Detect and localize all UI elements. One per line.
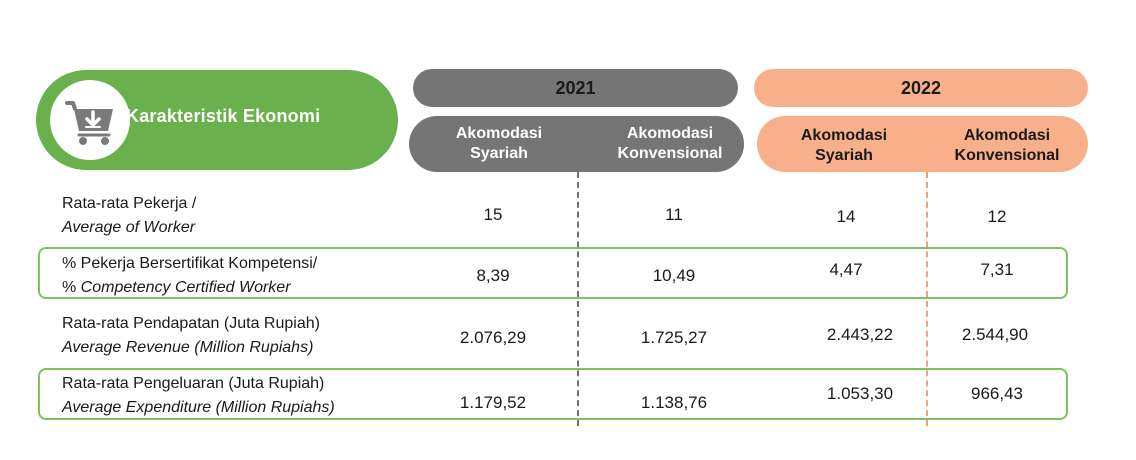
col-header-line2: Konvensional xyxy=(617,145,723,162)
row-label-en: Average Expenditure (Million Rupiahs) xyxy=(62,399,335,416)
value-cell: 11 xyxy=(665,205,683,224)
col-header-line2: Konvensional xyxy=(954,147,1060,164)
row-label-average-revenue: Rata-rata Pendapatan (Juta Rupiah) Avera… xyxy=(62,312,320,360)
value-cell: 12 xyxy=(987,207,1007,226)
section-title: Karakteristik Ekonomi xyxy=(126,106,321,126)
column-separator-2022 xyxy=(926,172,928,426)
value-cell: 1.179,52 xyxy=(459,393,527,412)
row-label-en: Competency Certified Worker xyxy=(80,279,291,296)
year-header-2021: 2021 xyxy=(413,69,738,107)
row-highlight-box xyxy=(38,368,1068,420)
row-label-en-prefix: % xyxy=(62,279,81,296)
row-highlight-box xyxy=(38,247,1068,299)
col-header-line1: Akomodasi xyxy=(800,127,888,144)
row-label-average-expenditure: Rata-rata Pengeluaran (Juta Rupiah) Aver… xyxy=(62,372,335,420)
col-header-line2: Syariah xyxy=(815,147,873,164)
value-cell: 1.138,76 xyxy=(640,393,708,412)
value-cell: 966,43 xyxy=(971,384,1023,403)
cart-icon-circle xyxy=(50,80,130,160)
value-cell: 1.053,30 xyxy=(826,384,894,403)
col-header-line1: Akomodasi xyxy=(455,125,543,142)
year-header-2022: 2022 xyxy=(754,69,1088,107)
row-label-en: Average Revenue (Million Rupiahs) xyxy=(62,339,314,356)
subheader-bar-2022 xyxy=(757,116,1088,172)
value-cell: 4,47 xyxy=(829,260,863,279)
col-header-line1: Akomodasi xyxy=(963,127,1051,144)
value-cell: 8,39 xyxy=(476,266,510,285)
value-cell: 2.443,22 xyxy=(826,325,894,344)
shopping-cart-download-icon xyxy=(65,101,113,145)
value-cell: 2.544,90 xyxy=(961,325,1029,344)
subheader-bar-2021 xyxy=(409,116,744,172)
row-label-id: Rata-rata Pendapatan (Juta Rupiah) xyxy=(62,315,320,332)
column-separator-2021 xyxy=(577,172,579,426)
row-label-certified-worker: % Pekerja Bersertifikat Kompetensi/ % Co… xyxy=(62,252,317,300)
row-label-id: % Pekerja Bersertifikat Kompetensi/ xyxy=(62,255,318,272)
value-cell: 1.725,27 xyxy=(640,328,708,347)
value-cell: 10,49 xyxy=(652,266,696,285)
row-label-average-worker: Rata-rata Pekerja / Average of Worker xyxy=(62,192,196,240)
col-header-2021-konvensional: Akomodasi Konvensional xyxy=(596,124,744,164)
value-cell: 15 xyxy=(483,205,503,224)
col-header-line2: Syariah xyxy=(470,145,528,162)
row-label-id: Rata-rata Pengeluaran (Juta Rupiah) xyxy=(62,375,325,392)
value-cell: 7,31 xyxy=(980,260,1014,279)
row-label-id: Rata-rata Pekerja / xyxy=(62,195,197,212)
value-cell: 2.076,29 xyxy=(459,328,527,347)
col-header-line1: Akomodasi xyxy=(626,125,714,142)
col-header-2021-syariah: Akomodasi Syariah xyxy=(424,124,574,164)
row-label-en: Average of Worker xyxy=(62,219,196,236)
col-header-2022-konvensional: Akomodasi Konvensional xyxy=(932,126,1082,166)
col-header-2022-syariah: Akomodasi Syariah xyxy=(766,126,922,166)
value-cell: 14 xyxy=(836,207,856,226)
